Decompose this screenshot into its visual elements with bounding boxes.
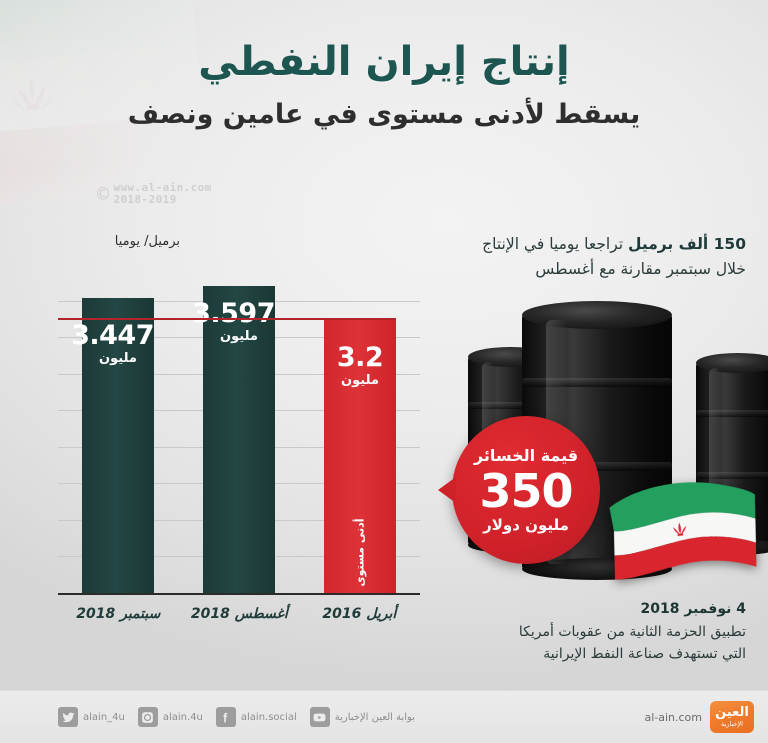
bar-value-label: 3.2 مليون — [324, 344, 396, 387]
facebook-icon[interactable] — [215, 707, 236, 727]
lowest-level-annotation: أدنى مستوى — [353, 518, 367, 587]
social-link-3[interactable]: بوابة العين الإخبارية — [309, 707, 415, 727]
brand-block[interactable]: al-ain.com العين الإخبارية — [644, 701, 754, 733]
copyright-icon: © — [97, 182, 110, 207]
instagram-icon[interactable] — [137, 707, 158, 727]
bar-value-unit: مليون — [341, 373, 379, 388]
bar-2: 3.2 مليون — [324, 320, 396, 593]
bar-value-number: 3.447 — [71, 320, 154, 351]
bar-value-number: 3.597 — [192, 298, 275, 329]
header: إنتاج إيران النفطي يسقط لأدنى مستوى في ع… — [0, 38, 768, 132]
twitter-icon[interactable] — [58, 707, 78, 727]
production-drop-note: 150 ألف برميل تراجعا يوميا في الإنتاج خل… — [416, 232, 746, 282]
watermark-url: www.al-ain.com — [113, 181, 212, 194]
losses-unit: مليون دولار — [483, 515, 569, 534]
logo-line-1: العين — [715, 705, 749, 721]
bar-1: 3.597 مليون — [192, 286, 276, 593]
bar-value-unit: مليون — [220, 329, 258, 344]
x-axis-label-1: أغسطس 2018 — [190, 606, 288, 622]
sanctions-date: 4 نوفمبر 2018 — [640, 601, 746, 617]
sanctions-note: 4 نوفمبر 2018 تطبيق الحزمة الثانية من عق… — [410, 598, 746, 666]
page-title: إنتاج إيران النفطي — [198, 39, 570, 85]
losses-value: 350 — [479, 464, 573, 519]
watermark: © www.al-ain.com 2018-2019 — [96, 181, 212, 207]
social-handle: alain.social — [240, 711, 297, 723]
footer-bar: alain_4u alain.4u alain.social بوابة العين … — [0, 690, 768, 743]
al-ain-logo[interactable]: العين الإخبارية — [710, 701, 754, 733]
site-url: al-ain.com — [644, 710, 702, 724]
chart-plot-area: 3.447 مليون 3.597 مليون 3.2 مليون أدنى مستوى — [58, 264, 420, 595]
reference-line — [58, 318, 396, 320]
chart-baseline — [58, 593, 420, 595]
losses-label: قيمة الخسائر — [473, 445, 579, 465]
social-links: alain_4u alain.4u alain.social بوابة العين … — [14, 707, 415, 727]
x-axis-label-0: سبتمبر 2018 — [76, 606, 161, 622]
social-link-2[interactable]: alain.social — [215, 707, 297, 727]
social-link-0[interactable]: alain_4u — [58, 707, 125, 727]
bar-chart: برميل/ يوميا 3.447 مليون 3.597 مليون 3.2 مليو… — [28, 234, 428, 634]
bar-value-number: 3.2 — [336, 342, 384, 373]
sanctions-line-3: التي تستهدف صناعة النفط الإيرانية — [543, 646, 746, 663]
bar-value-unit: مليون — [99, 351, 137, 366]
iran-emblem-icon — [0, 70, 67, 127]
iran-flag-watermark — [0, 0, 209, 207]
bar-0: 3.447 مليون — [71, 298, 155, 593]
drop-amount-rest: تراجعا يوميا في الإنتاج — [482, 235, 629, 253]
drop-comparison-line: خلال سبتمبر مقارنة مع أغسطس — [535, 259, 746, 278]
social-handle: alain.4u — [162, 711, 203, 723]
losses-badge: قيمة الخسائر 350 مليون دولار — [438, 416, 600, 564]
bar-value-label: 3.447 مليون — [71, 320, 154, 366]
youtube-icon[interactable] — [309, 707, 330, 727]
page-subtitle: يسقط لأدنى مستوى في عامين ونصف — [127, 98, 641, 130]
x-axis-label-2: أبريل 2016 — [322, 606, 397, 622]
drop-amount-highlight: 150 ألف برميل — [628, 235, 746, 253]
iran-flag-ribbon-icon — [605, 466, 765, 589]
watermark-years: 2018-2019 — [113, 193, 177, 207]
social-handle: alain_4u — [83, 711, 125, 723]
y-axis-label: برميل/ يوميا — [114, 234, 180, 249]
sanctions-line-2: تطبيق الحزمة الثانية من عقوبات أمريكا — [518, 623, 746, 640]
social-link-1[interactable]: alain.4u — [137, 707, 203, 727]
bar-value-label: 3.597 مليون — [192, 298, 275, 344]
x-axis-labels: سبتمبر 2018 أغسطس 2018 أبريل 2016 — [58, 606, 420, 630]
logo-line-2: الإخبارية — [721, 720, 743, 729]
social-handle: بوابة العين الإخبارية — [334, 711, 415, 723]
